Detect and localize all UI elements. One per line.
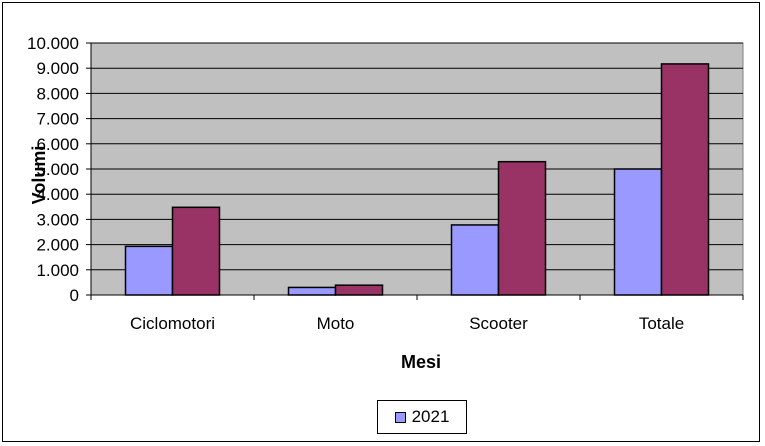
- x-tick-label: Totale: [639, 314, 684, 333]
- y-tick-label: 0: [70, 286, 79, 305]
- bar-chart: 0 1.000 2.000 3.000 4.000 5.000 6.000 7.000 8.00…: [27, 34, 744, 372]
- x-axis-title: Mesi: [401, 352, 441, 372]
- y-tick-label: 5.000: [36, 160, 79, 179]
- x-tick-label: Moto: [317, 314, 355, 333]
- y-tick-label: 6.000: [36, 135, 79, 154]
- y-axis-title: Volumi: [29, 146, 49, 205]
- bar-moto-series-1: [287, 286, 337, 296]
- legend-swatch-2021: [394, 411, 406, 423]
- y-tick-label: 10.000: [27, 34, 79, 53]
- bar-scooter-series-2: [497, 160, 547, 296]
- legend-label: 2021: [411, 407, 450, 426]
- bar-totale-series-1: [613, 168, 663, 296]
- x-tick-label: Ciclomotori: [130, 314, 215, 333]
- y-tick-label: 8.000: [36, 84, 79, 103]
- chart-frame: 0 1.000 2.000 3.000 4.000 5.000 6.000 7.000 8.00…: [2, 2, 760, 442]
- x-tick-label: Scooter: [469, 314, 528, 333]
- bar-ciclomotori-series-1: [124, 245, 174, 296]
- bar-totale-series-2: [660, 63, 710, 296]
- y-tick-label: 1.000: [36, 261, 79, 280]
- y-tick-label: 4.000: [36, 185, 79, 204]
- bar-scooter-series-1: [450, 224, 500, 296]
- y-tick-label: 2.000: [36, 236, 79, 255]
- bar-moto-series-2: [334, 284, 384, 296]
- legend: 2021: [377, 400, 467, 434]
- y-tick-label: 7.000: [36, 110, 79, 129]
- y-tick-label: 9.000: [36, 59, 79, 78]
- bar-ciclomotori-series-2: [171, 206, 221, 296]
- y-tick-label: 3.000: [36, 210, 79, 229]
